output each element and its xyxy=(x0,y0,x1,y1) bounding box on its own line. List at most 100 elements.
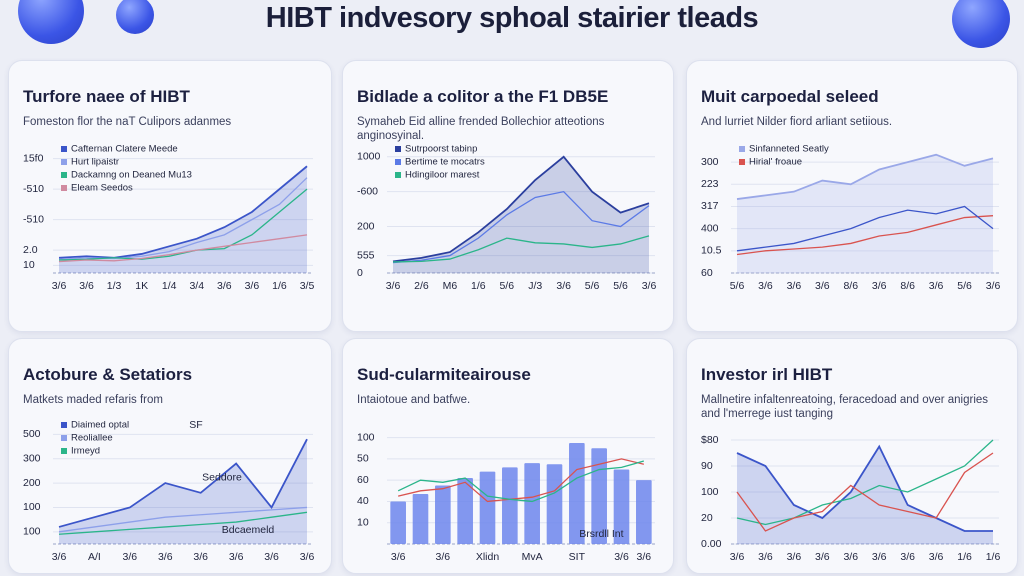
x-tick-label: A/I xyxy=(88,551,101,563)
x-tick-label: 2/6 xyxy=(414,280,429,292)
x-tick-label: SIT xyxy=(569,551,586,563)
legend: Diaimed optal Reoliallee Irmeyd xyxy=(61,420,129,457)
line xyxy=(58,511,308,535)
legend-label: Irmeyd xyxy=(71,446,100,457)
bar xyxy=(524,463,540,544)
legend-swatch xyxy=(739,159,745,165)
x-tick-label: 3/6 xyxy=(264,551,279,563)
y-tick-label: -600 xyxy=(357,185,378,197)
annotation: Seddore xyxy=(202,471,242,483)
x-tick-label: 3/4 xyxy=(189,280,204,292)
legend-label: Hirial' froaue xyxy=(749,157,802,168)
panel-title: Sud-cularmiteairouse xyxy=(357,365,531,384)
x-tick-label: 1/6 xyxy=(986,551,1001,563)
legend: Cafternan Clatere Meede Hurt lipaistr Dack… xyxy=(61,144,192,194)
y-tick-label: 300 xyxy=(701,156,719,168)
x-tick-label: 1/6 xyxy=(957,551,972,563)
x-tick-label: 1K xyxy=(135,280,148,292)
panel-subtitle: Mallnetire infaltenreatoing, feracedoad … xyxy=(701,394,989,420)
x-tick-label: 8/6 xyxy=(900,280,915,292)
x-tick-label: 3/6 xyxy=(787,551,802,563)
chart: 100 50 60 40 10 3/6 3/6 Xlidn MvA SIT 3/6 3/6 Brsrdl… xyxy=(357,431,655,563)
chart-panel: Bidlade a colitor a the F1 DB5E Symaheb E… xyxy=(342,60,674,332)
bar xyxy=(591,448,607,544)
line xyxy=(58,506,308,533)
x-tick-label: 3/6 xyxy=(843,551,858,563)
x-tick-label: 3/6 xyxy=(158,551,173,563)
line xyxy=(397,460,645,503)
line xyxy=(736,153,994,200)
legend-label: Diaimed optal xyxy=(71,420,129,431)
annotation: Bdcaemeld xyxy=(222,524,275,536)
bar xyxy=(435,485,451,544)
legend-swatch xyxy=(395,159,401,165)
y-tick-label: 100 xyxy=(701,486,719,498)
panel-subtitle: Symaheb Eid alline frended Bollechior at… xyxy=(357,116,605,142)
chart: 15f0 -510 -510 2.0 10 3/6 3/6 1/3 1K 1/4 3/4 3/6 3/6… xyxy=(23,144,314,292)
x-tick-label: 8/6 xyxy=(843,280,858,292)
x-tick-label: MvA xyxy=(522,551,543,563)
line xyxy=(736,452,994,532)
line xyxy=(58,438,308,528)
x-tick-label: 3/6 xyxy=(815,280,830,292)
y-tick-label: 555 xyxy=(357,249,375,261)
legend-label: Bertime te mocatrs xyxy=(405,157,485,168)
chart-panel: Investor irl HIBT Mallnetire infaltenreat… xyxy=(686,338,1018,574)
area xyxy=(393,156,649,273)
legend-swatch xyxy=(61,435,67,441)
y-tick-label: $80 xyxy=(701,434,719,446)
x-tick-label: 5/6 xyxy=(585,280,600,292)
y-tick-label: 317 xyxy=(701,200,719,212)
x-tick-label: 3/6 xyxy=(193,551,208,563)
legend-label: Cafternan Clatere Meede xyxy=(71,144,178,155)
x-tick-label: 3/6 xyxy=(900,551,915,563)
bar xyxy=(502,467,518,544)
y-tick-label: 223 xyxy=(701,178,719,190)
x-tick-label: 1/6 xyxy=(272,280,287,292)
x-tick-label: 3/6 xyxy=(52,280,67,292)
y-tick-label: 2.0 xyxy=(23,244,38,256)
panel-title: Actobure & Setatiors xyxy=(23,365,193,384)
x-tick-label: 3/6 xyxy=(758,551,773,563)
legend-label: Hurt lipaistr xyxy=(71,157,119,168)
decor-circle xyxy=(952,0,1010,48)
x-tick-label: 3/6 xyxy=(300,551,315,563)
chart: 1000 -600 200 555 0 3/6 2/6 M6 1/6 5/6 J/3 3/6 5/6 5/… xyxy=(357,144,656,292)
bar xyxy=(613,469,630,544)
panel-title: Muit carpoedal seleed xyxy=(701,87,879,106)
annotation: SF xyxy=(189,419,202,431)
panel-title: Investor irl HIBT xyxy=(701,365,833,384)
legend-swatch xyxy=(739,146,745,152)
legend-swatch xyxy=(61,159,67,165)
x-tick-label: 3/6 xyxy=(986,280,1001,292)
y-tick-label: 100 xyxy=(23,501,41,513)
y-tick-label: 0.00 xyxy=(701,538,722,550)
panel-subtitle: Intaiotoue and batfwe. xyxy=(357,394,471,406)
line xyxy=(736,205,994,252)
x-tick-label: 3/6 xyxy=(123,551,138,563)
x-tick-label: 1/6 xyxy=(471,280,486,292)
y-tick-label: 10 xyxy=(23,259,35,271)
line xyxy=(58,188,308,261)
y-tick-label: 15f0 xyxy=(23,152,44,164)
x-tick-label: 3/6 xyxy=(929,551,944,563)
y-tick-label: 200 xyxy=(357,220,375,232)
area xyxy=(737,154,993,273)
line xyxy=(392,190,650,264)
x-tick-label: 1/3 xyxy=(107,280,122,292)
legend: Sinfanneted Seatly Hirial' froaue xyxy=(739,144,829,168)
chart-panel: Muit carpoedal seleed And lurriet Nilder … xyxy=(686,60,1018,332)
y-tick-label: 1000 xyxy=(357,151,381,163)
panel-subtitle: Matkets maded refaris from xyxy=(23,394,163,406)
x-tick-label: 3/6 xyxy=(386,280,401,292)
bar xyxy=(479,471,496,544)
x-tick-label: M6 xyxy=(443,280,458,292)
chart: 500 300 200 100 100 3/6 A/I 3/6 3/6 3/6 3/6 3/6 3/6 D… xyxy=(23,419,315,563)
legend-label: Reoliallee xyxy=(71,433,113,444)
panel-title: Turfore naee of HIBT xyxy=(23,87,190,106)
y-tick-label: -510 xyxy=(23,183,44,195)
line xyxy=(392,155,650,263)
x-tick-label: 3/6 xyxy=(815,551,830,563)
x-tick-label: 5/6 xyxy=(499,280,514,292)
